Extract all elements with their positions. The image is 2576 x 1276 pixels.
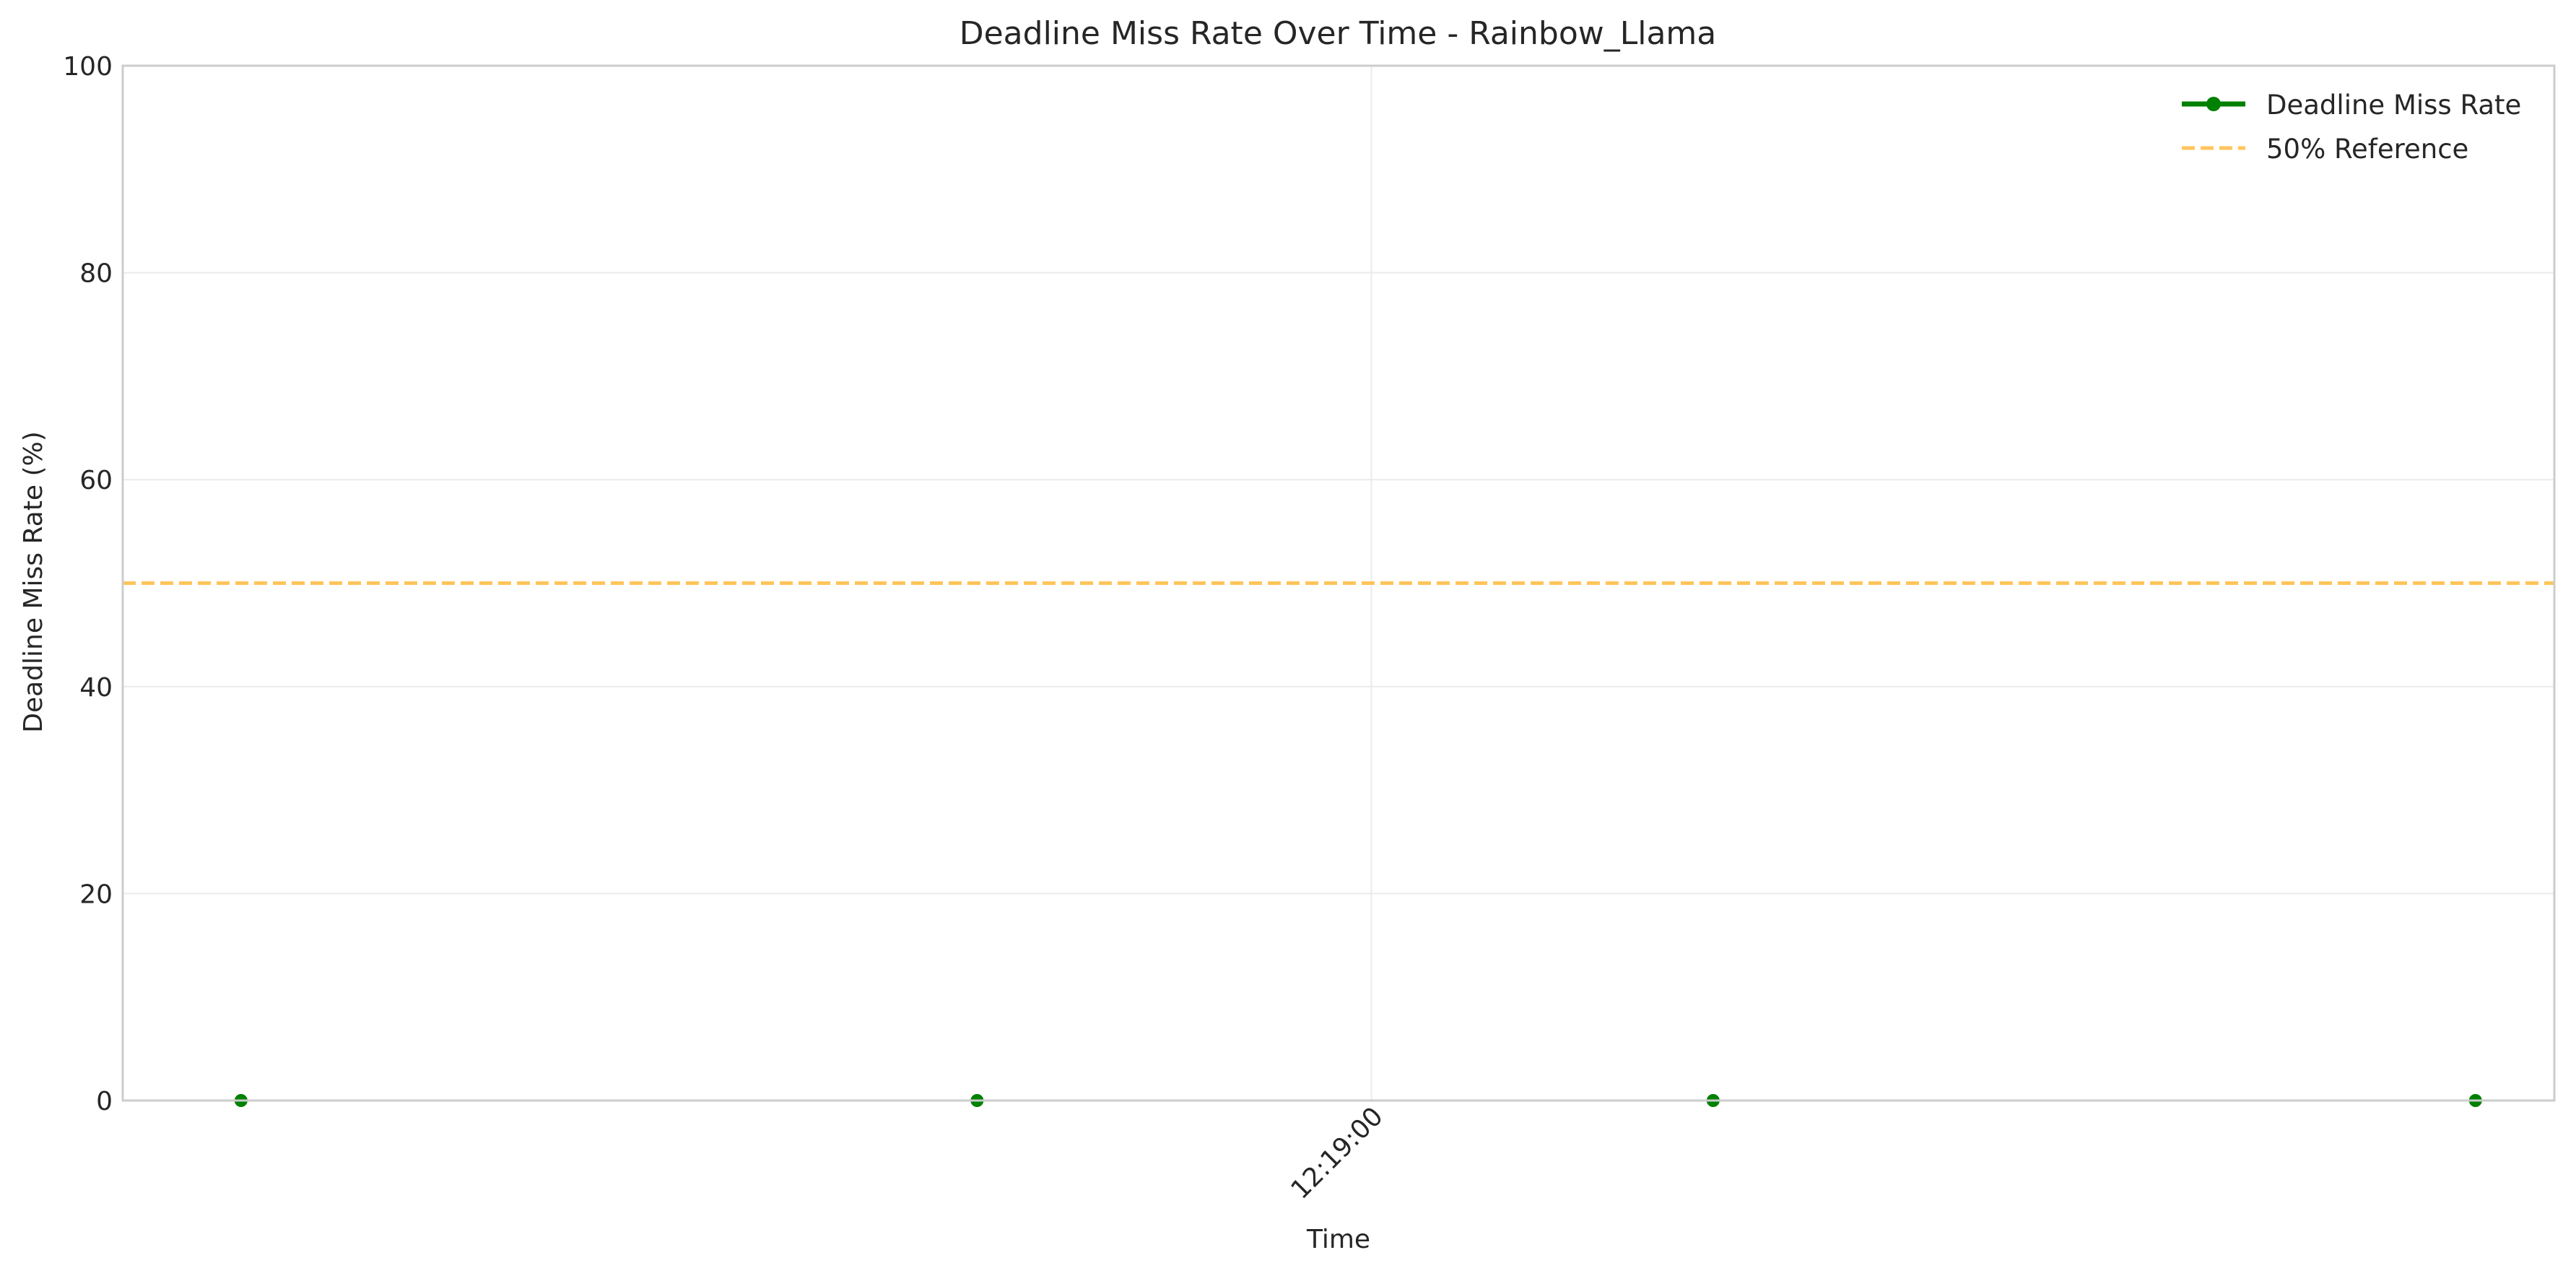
y-tick-label: 100 [63,52,113,82]
y-tick-label: 80 [79,259,113,289]
x-axis-label: Time [1306,1225,1370,1254]
y-axis-label: Deadline Miss Rate (%) [19,431,48,733]
legend-marker-deadline-miss-rate [2206,97,2221,111]
y-tick-label: 60 [79,466,113,495]
legend: Deadline Miss Rate 50% Reference [2182,90,2521,165]
y-tick-label: 0 [96,1087,113,1116]
y-tick-label: 40 [79,673,113,703]
legend-label-deadline-miss-rate: Deadline Miss Rate [2266,90,2521,121]
plot-border [121,64,2556,1102]
y-tick-label: 20 [79,880,113,909]
legend-label-50-reference: 50% Reference [2266,134,2468,165]
chart-title: Deadline Miss Rate Over Time - Rainbow_L… [960,15,1717,52]
